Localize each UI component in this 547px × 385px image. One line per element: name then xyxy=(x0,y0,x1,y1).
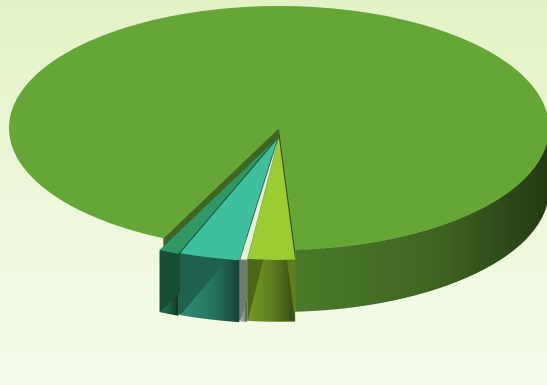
pie-slice-top xyxy=(159,139,276,254)
pie-slice-2 xyxy=(247,137,296,322)
pie-slice-top xyxy=(240,138,279,260)
pie-slices xyxy=(9,6,547,323)
pie-slice-top xyxy=(180,139,278,261)
pie-slice-top xyxy=(9,6,547,250)
pie-slice-top xyxy=(247,137,296,260)
pie-slice-side-shade xyxy=(295,142,547,312)
